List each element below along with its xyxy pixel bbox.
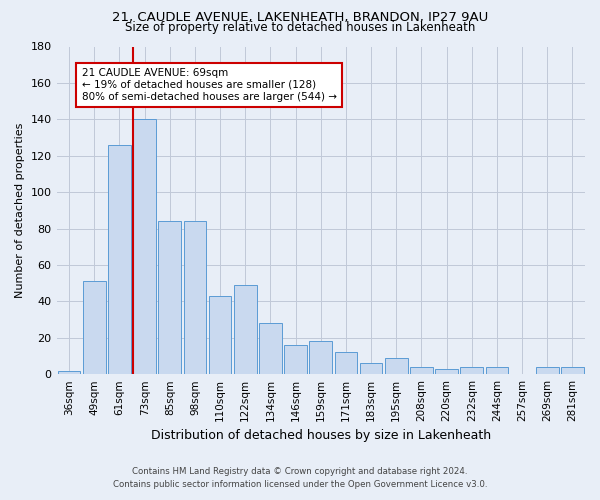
Bar <box>108 145 131 374</box>
Bar <box>58 370 80 374</box>
Bar <box>335 352 357 374</box>
Bar <box>485 367 508 374</box>
X-axis label: Distribution of detached houses by size in Lakenheath: Distribution of detached houses by size … <box>151 430 491 442</box>
Bar <box>83 282 106 374</box>
Text: 21, CAUDLE AVENUE, LAKENHEATH, BRANDON, IP27 9AU: 21, CAUDLE AVENUE, LAKENHEATH, BRANDON, … <box>112 11 488 24</box>
Bar <box>209 296 232 374</box>
Bar <box>184 222 206 374</box>
Text: Contains HM Land Registry data © Crown copyright and database right 2024.
Contai: Contains HM Land Registry data © Crown c… <box>113 468 487 489</box>
Bar <box>385 358 407 374</box>
Bar <box>561 367 584 374</box>
Bar <box>133 120 156 374</box>
Bar <box>259 323 282 374</box>
Bar <box>284 345 307 374</box>
Bar <box>360 364 382 374</box>
Bar <box>536 367 559 374</box>
Bar <box>234 285 257 374</box>
Bar <box>158 222 181 374</box>
Bar <box>435 368 458 374</box>
Text: Size of property relative to detached houses in Lakenheath: Size of property relative to detached ho… <box>125 22 475 35</box>
Bar <box>310 342 332 374</box>
Text: 21 CAUDLE AVENUE: 69sqm
← 19% of detached houses are smaller (128)
80% of semi-d: 21 CAUDLE AVENUE: 69sqm ← 19% of detache… <box>82 68 337 102</box>
Bar <box>460 367 483 374</box>
Bar <box>410 367 433 374</box>
Y-axis label: Number of detached properties: Number of detached properties <box>15 122 25 298</box>
